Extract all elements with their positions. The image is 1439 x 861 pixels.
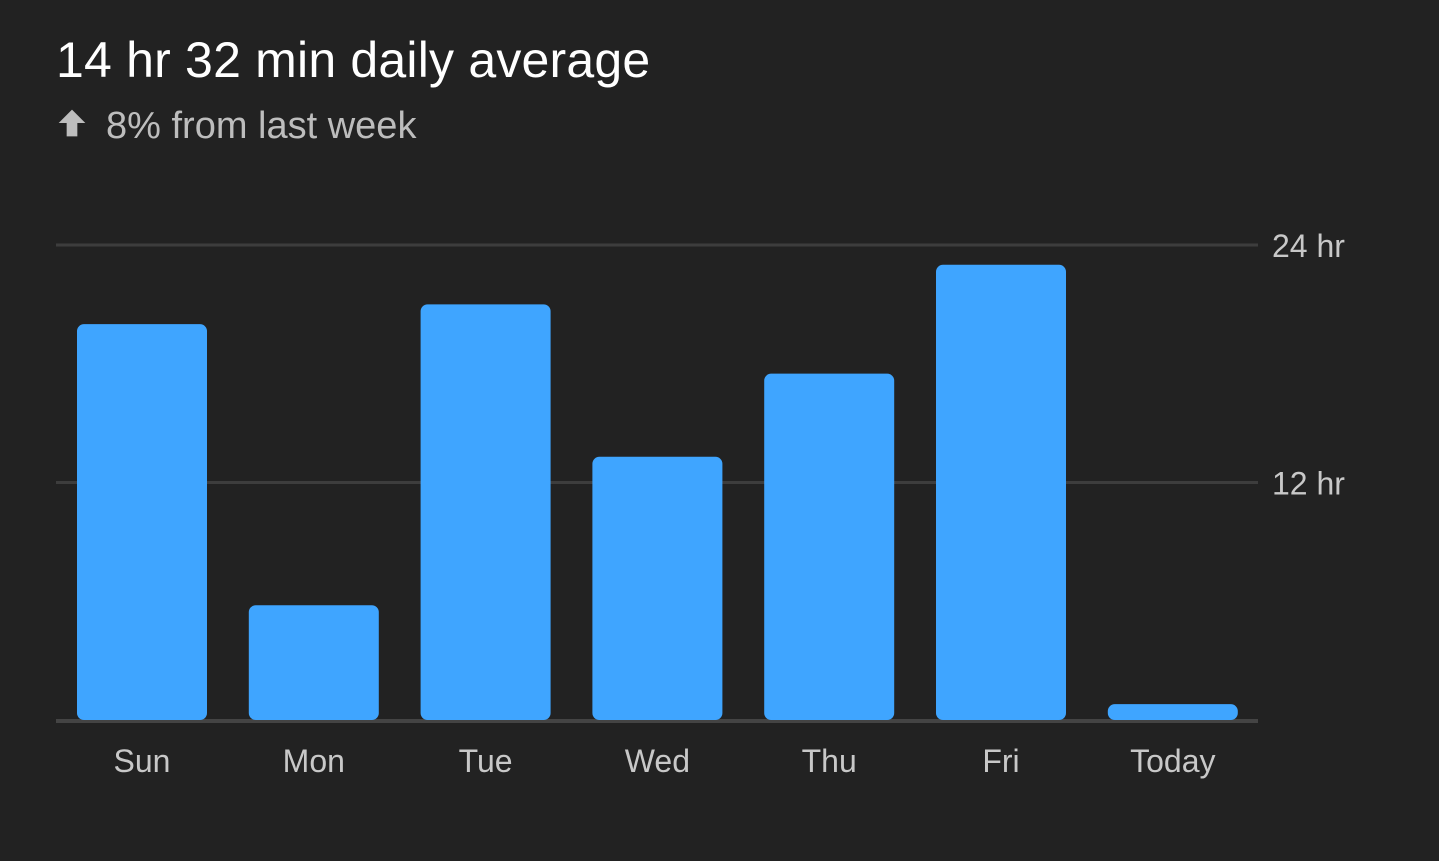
x-label-sun: Sun	[114, 743, 171, 779]
y-tick-label: 24 hr	[1272, 228, 1345, 264]
change-text: 8% from last week	[106, 104, 417, 147]
x-label-wed: Wed	[625, 743, 690, 779]
x-label-today: Today	[1130, 743, 1215, 779]
x-label-mon: Mon	[283, 743, 345, 779]
x-label-thu: Thu	[802, 743, 857, 779]
bar-wed[interactable]	[592, 456, 723, 720]
bar-tue[interactable]	[420, 304, 551, 720]
y-tick-label: 12 hr	[1272, 466, 1345, 502]
y-axis-labels: 12 hr 24 hr	[1272, 228, 1345, 502]
chart-header: 14 hr 32 min daily average 8% from last …	[56, 28, 650, 158]
weekly-change: 8% from last week	[56, 94, 650, 158]
bar-today[interactable]	[1107, 704, 1238, 720]
bar-mon[interactable]	[248, 605, 379, 720]
arrow-up-icon	[58, 109, 86, 137]
x-label-tue: Tue	[459, 743, 513, 779]
x-axis-labels: Sun Mon Tue Wed Thu Fri Today	[114, 743, 1216, 779]
bars	[77, 264, 1238, 720]
bar-thu[interactable]	[764, 373, 895, 720]
bar-fri[interactable]	[936, 264, 1066, 720]
x-label-fri: Fri	[982, 743, 1019, 779]
bar-sun[interactable]	[77, 324, 207, 720]
chart-title: 14 hr 32 min daily average	[56, 32, 651, 88]
